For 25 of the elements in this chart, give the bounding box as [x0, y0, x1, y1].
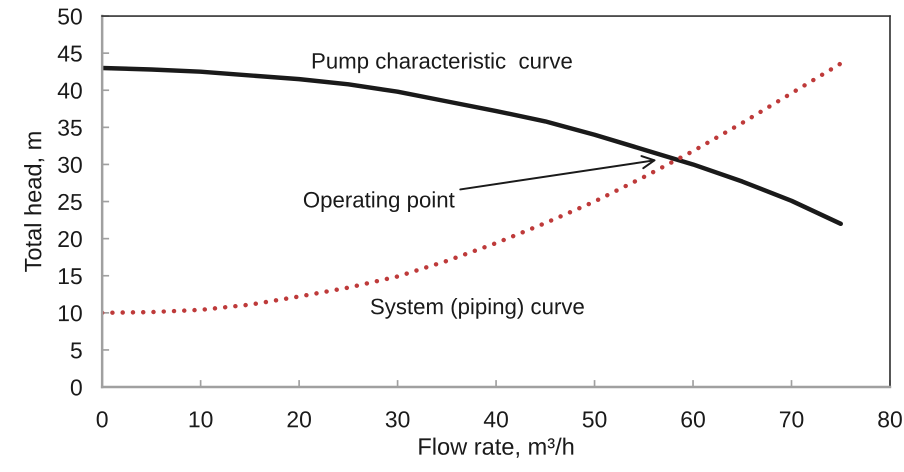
x-axis-title: Flow rate, m³/h [419, 438, 574, 458]
x-tick-label: 10 [190, 411, 212, 428]
x-tick-label: 0 [96, 411, 108, 428]
series-label: System (piping) curve [370, 298, 584, 319]
annotation: Operating point [304, 191, 455, 212]
x-tick-label: 30 [386, 411, 410, 428]
x-tick-label: 20 [288, 411, 311, 428]
x-tick-label: 50 [582, 411, 606, 428]
x-tick-label: 60 [681, 411, 705, 428]
y-tick-label: 30 [58, 156, 82, 173]
series-label: Pump characteristic curve [312, 52, 572, 74]
x-tick-label: 70 [780, 411, 804, 428]
y-tick-label: 20 [58, 230, 82, 248]
y-tick-label: 5 [70, 342, 82, 358]
y-tick-label: 15 [58, 268, 82, 284]
y-tick-label: 40 [58, 82, 82, 99]
y-axis-title: Total head, m [24, 132, 44, 272]
y-tick-label: 35 [58, 120, 82, 136]
y-tick-label: 45 [58, 46, 82, 62]
y-tick-label: 25 [58, 194, 82, 210]
x-tick-label: 40 [484, 411, 508, 428]
y-tick-label: 50 [58, 8, 82, 25]
y-tick-label: 10 [58, 305, 82, 322]
y-tick-label: 0 [70, 379, 82, 396]
x-tick-label: 80 [878, 411, 902, 428]
